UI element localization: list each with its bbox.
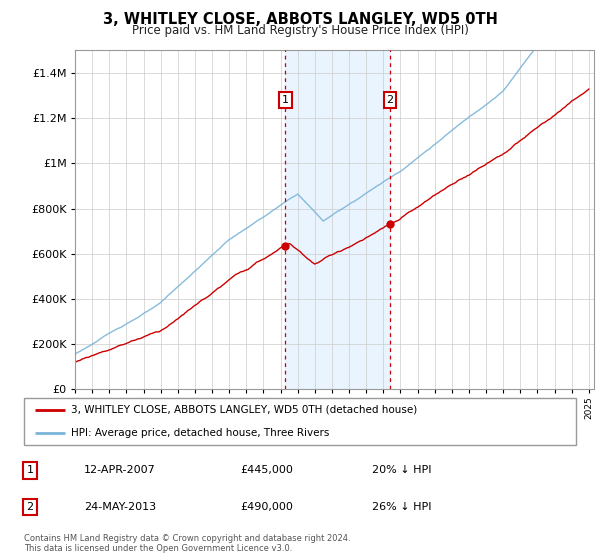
Text: 26% ↓ HPI: 26% ↓ HPI bbox=[372, 502, 431, 512]
Text: £490,000: £490,000 bbox=[240, 502, 293, 512]
Text: Price paid vs. HM Land Registry's House Price Index (HPI): Price paid vs. HM Land Registry's House … bbox=[131, 24, 469, 36]
Text: 12-APR-2007: 12-APR-2007 bbox=[84, 465, 156, 475]
Text: 3, WHITLEY CLOSE, ABBOTS LANGLEY, WD5 0TH: 3, WHITLEY CLOSE, ABBOTS LANGLEY, WD5 0T… bbox=[103, 12, 497, 27]
Text: 24-MAY-2013: 24-MAY-2013 bbox=[84, 502, 156, 512]
Bar bbox=[286, 50, 390, 389]
Text: £445,000: £445,000 bbox=[240, 465, 293, 475]
Text: 3, WHITLEY CLOSE, ABBOTS LANGLEY, WD5 0TH (detached house): 3, WHITLEY CLOSE, ABBOTS LANGLEY, WD5 0T… bbox=[71, 404, 417, 414]
Text: 2: 2 bbox=[386, 95, 394, 105]
Text: 1: 1 bbox=[26, 465, 34, 475]
Text: Contains HM Land Registry data © Crown copyright and database right 2024.
This d: Contains HM Land Registry data © Crown c… bbox=[24, 534, 350, 553]
Text: HPI: Average price, detached house, Three Rivers: HPI: Average price, detached house, Thre… bbox=[71, 428, 329, 438]
Text: 2: 2 bbox=[26, 502, 34, 512]
Text: 1: 1 bbox=[282, 95, 289, 105]
Text: 20% ↓ HPI: 20% ↓ HPI bbox=[372, 465, 431, 475]
